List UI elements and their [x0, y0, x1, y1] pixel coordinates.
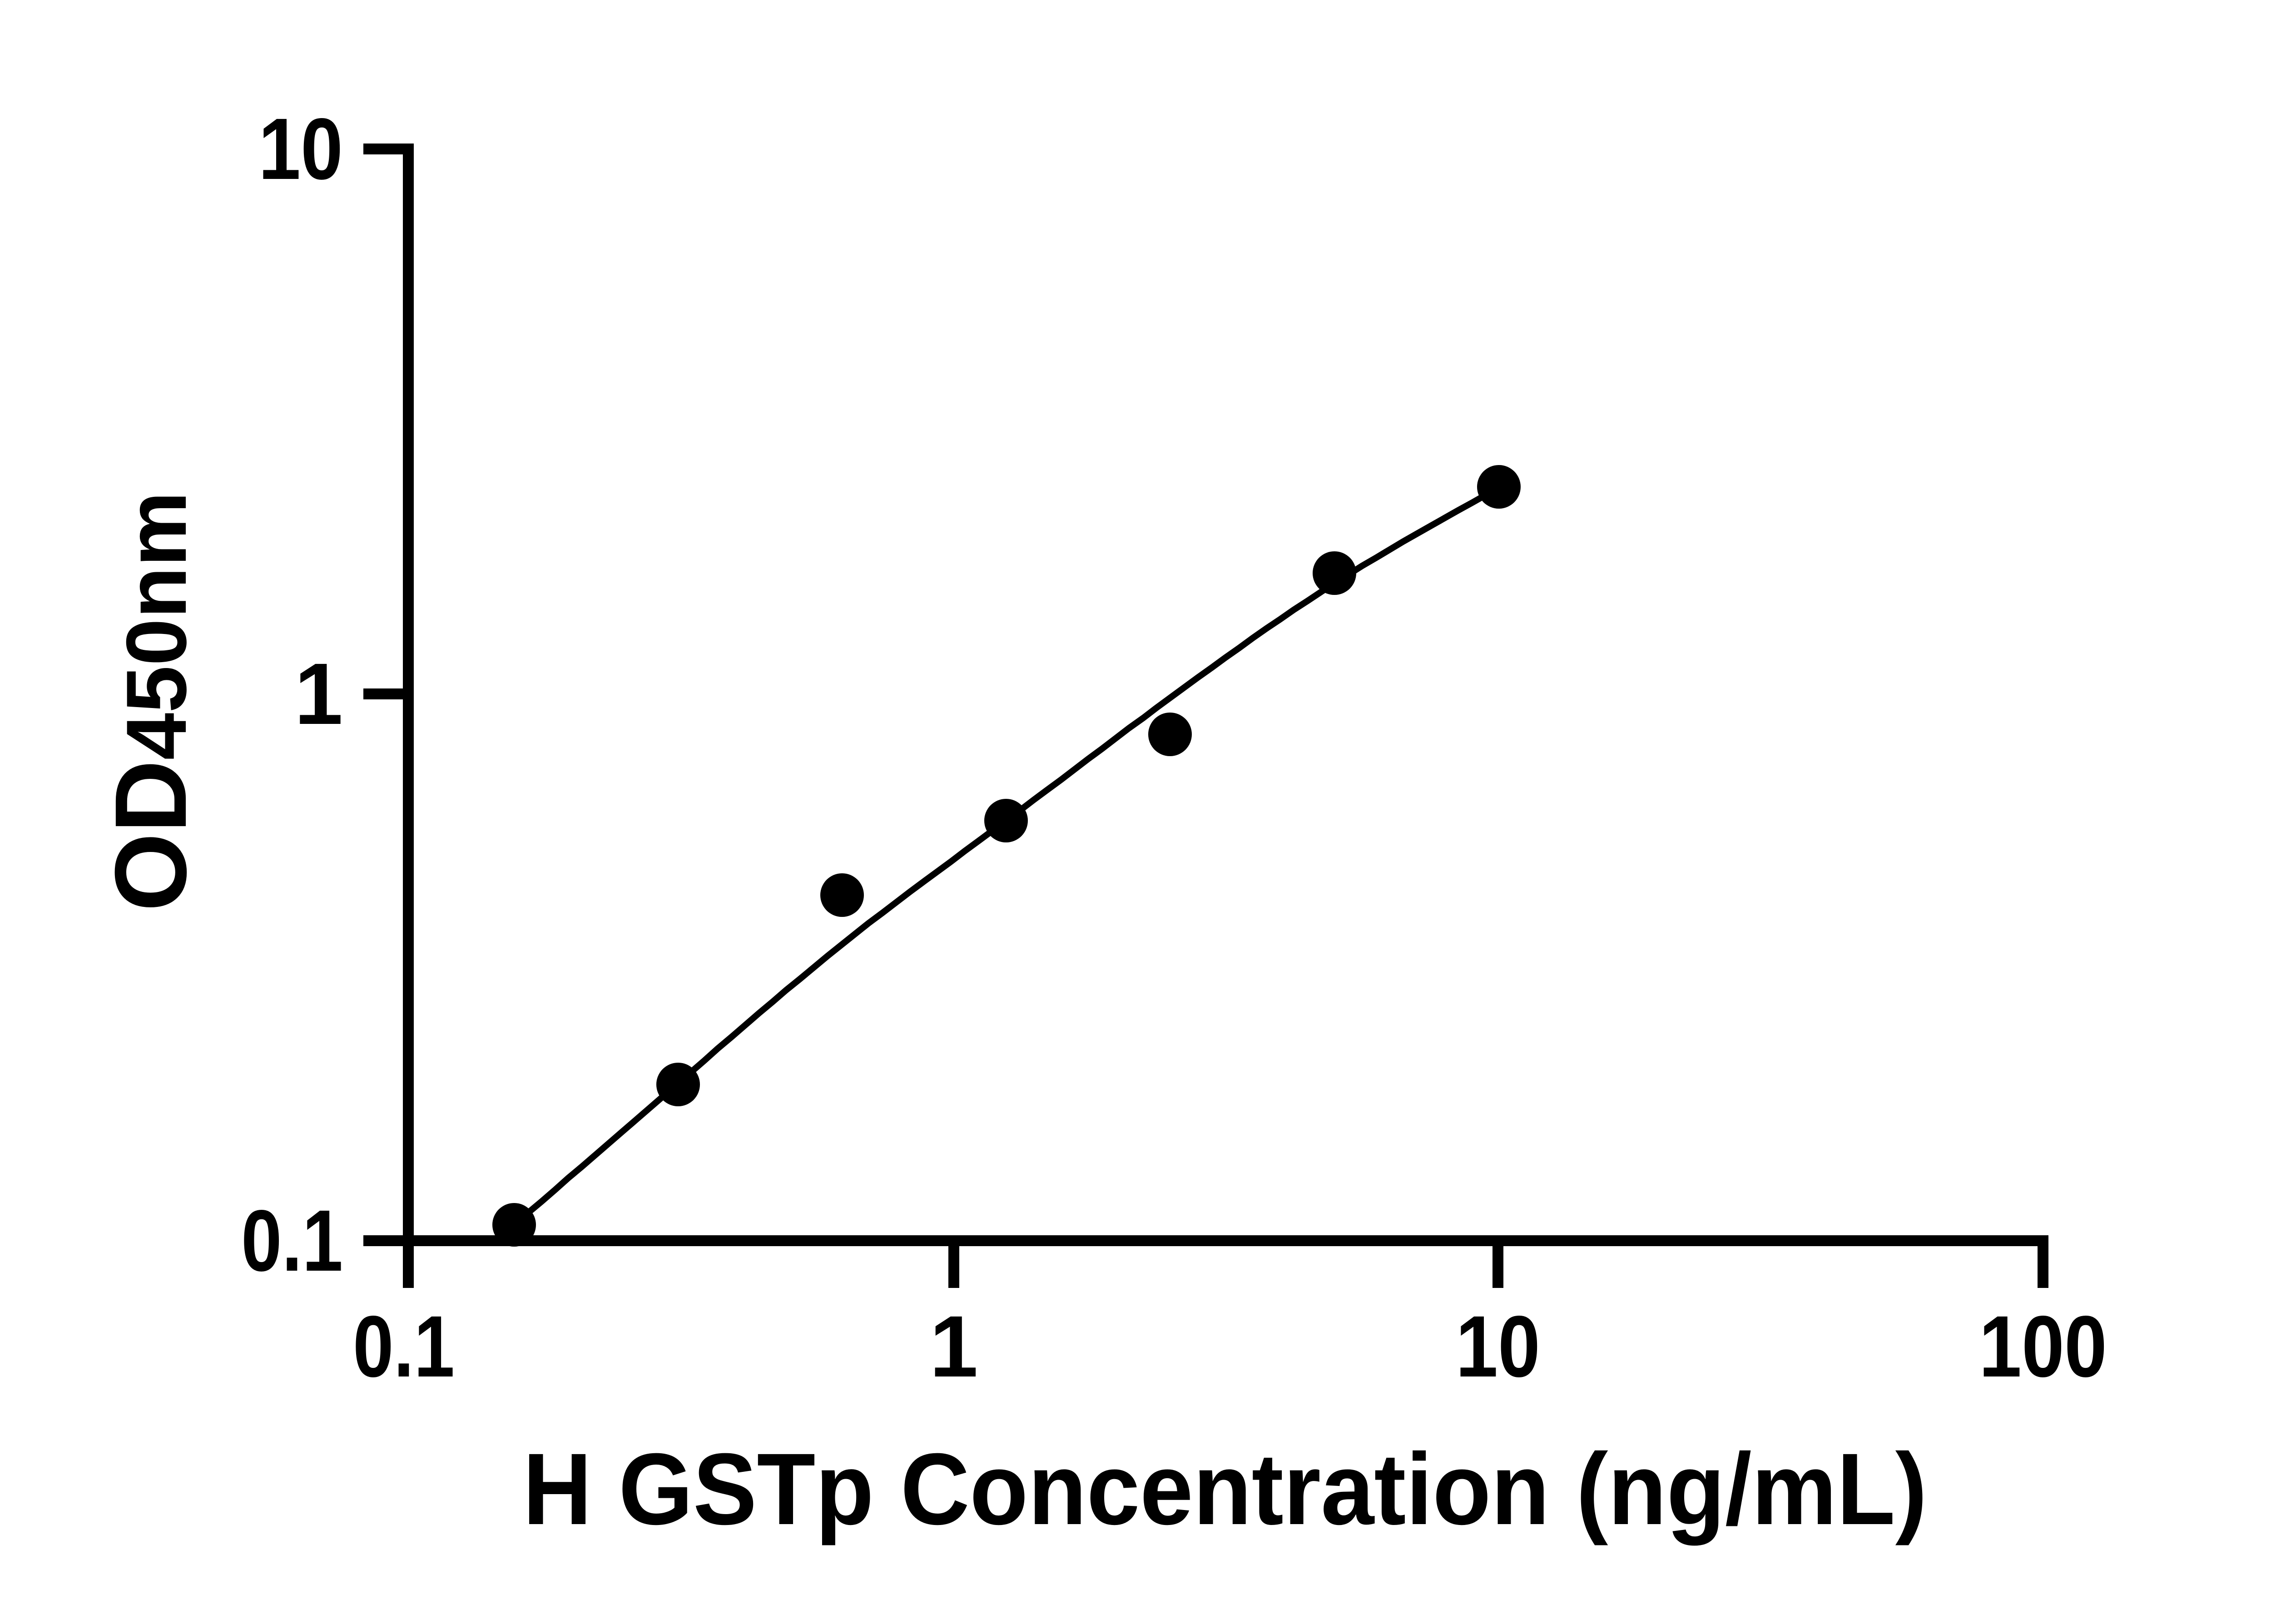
svg-text:OD450nm: OD450nm	[94, 491, 208, 911]
svg-text:H GSTp Concentration (ng/mL): H GSTp Concentration (ng/mL)	[523, 1432, 1927, 1546]
svg-text:0.1: 0.1	[241, 1192, 343, 1289]
svg-text:10: 10	[258, 100, 343, 198]
svg-text:0.1: 0.1	[353, 1297, 455, 1395]
svg-text:10: 10	[1456, 1297, 1540, 1395]
svg-text:100: 100	[1979, 1297, 2107, 1395]
svg-text:1: 1	[930, 1297, 978, 1395]
svg-text:1: 1	[294, 645, 343, 743]
